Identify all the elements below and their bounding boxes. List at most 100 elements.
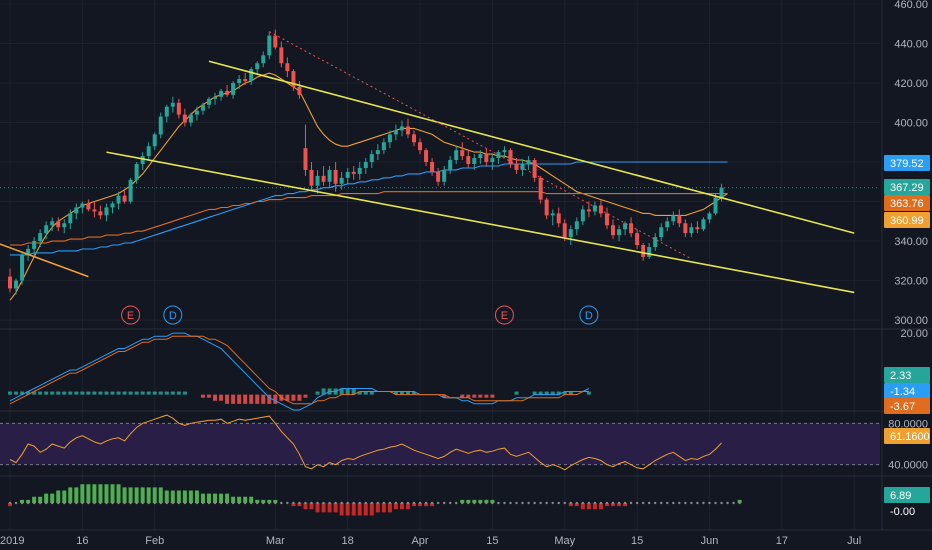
candle[interactable] [321, 165, 326, 186]
candle[interactable] [405, 118, 410, 139]
candle[interactable] [225, 84, 230, 97]
event-marker-d[interactable]: D [163, 305, 183, 325]
candle[interactable] [424, 148, 429, 166]
candle[interactable] [381, 138, 386, 155]
candle-body[interactable] [568, 229, 573, 238]
candle-body[interactable] [701, 219, 706, 230]
candle-body[interactable] [586, 209, 591, 212]
candle-body[interactable] [14, 280, 19, 289]
candle[interactable] [68, 209, 73, 230]
candle-body[interactable] [490, 158, 495, 163]
candle[interactable] [98, 205, 103, 220]
candle[interactable] [309, 162, 314, 190]
candle[interactable] [38, 229, 43, 247]
candle-body[interactable] [80, 203, 85, 208]
candle[interactable] [80, 201, 85, 214]
candle[interactable] [20, 252, 25, 285]
candle-body[interactable] [532, 160, 537, 178]
candle-body[interactable] [291, 71, 296, 87]
candle[interactable] [683, 219, 688, 238]
candle-body[interactable] [387, 134, 392, 143]
candle-body[interactable] [604, 213, 609, 226]
candle[interactable] [285, 57, 290, 78]
candle[interactable] [146, 142, 151, 161]
candle[interactable] [182, 108, 187, 127]
candle-body[interactable] [237, 79, 242, 83]
candle-body[interactable] [249, 69, 254, 82]
candle[interactable] [50, 217, 55, 232]
candle-body[interactable] [285, 63, 290, 72]
candle-body[interactable] [689, 227, 694, 234]
candle-body[interactable] [363, 162, 368, 168]
candle-body[interactable] [74, 207, 79, 214]
candle[interactable] [213, 92, 218, 105]
candle-body[interactable] [213, 96, 218, 99]
candle[interactable] [369, 150, 374, 168]
candle[interactable] [158, 112, 163, 139]
candle[interactable] [188, 112, 193, 127]
candle-body[interactable] [188, 114, 193, 123]
candle[interactable] [128, 177, 133, 204]
candle[interactable] [74, 203, 79, 220]
candle-body[interactable] [206, 98, 211, 105]
candle-body[interactable] [598, 205, 603, 214]
candle-body[interactable] [460, 150, 465, 157]
candle[interactable] [635, 229, 640, 249]
candle-body[interactable] [659, 227, 664, 238]
candle[interactable] [200, 102, 205, 115]
candle[interactable] [243, 73, 248, 85]
candle[interactable] [556, 207, 561, 228]
candle-body[interactable] [466, 156, 471, 164]
candle[interactable] [520, 160, 525, 176]
candlestick-series[interactable] [8, 29, 724, 295]
candle-body[interactable] [707, 213, 712, 220]
candle[interactable] [261, 51, 266, 68]
candle[interactable] [436, 167, 441, 186]
candle-body[interactable] [140, 156, 145, 164]
candle-body[interactable] [50, 221, 55, 226]
candle-body[interactable] [315, 175, 320, 186]
candle[interactable] [502, 146, 507, 159]
candle-body[interactable] [345, 171, 350, 178]
candle-body[interactable] [357, 167, 362, 174]
candle[interactable] [86, 199, 91, 212]
candle[interactable] [598, 199, 603, 218]
candle-body[interactable] [116, 195, 121, 204]
candle-body[interactable] [683, 223, 688, 234]
candle[interactable] [641, 243, 646, 261]
candle-body[interactable] [158, 116, 163, 135]
candle-body[interactable] [623, 223, 628, 230]
candle-body[interactable] [92, 209, 97, 212]
candle-body[interactable] [520, 164, 525, 170]
candle-body[interactable] [164, 106, 169, 117]
candle[interactable] [8, 268, 12, 293]
candle[interactable] [279, 41, 284, 68]
candle-body[interactable] [381, 142, 386, 151]
candle[interactable] [526, 156, 531, 170]
candle-body[interactable] [68, 213, 73, 224]
candle-body[interactable] [327, 169, 332, 182]
candle[interactable] [418, 138, 423, 155]
candle-body[interactable] [544, 199, 549, 216]
candle-body[interactable] [514, 164, 519, 170]
candle[interactable] [592, 201, 597, 216]
candle-body[interactable] [128, 179, 133, 202]
candle-body[interactable] [152, 134, 157, 147]
candle[interactable] [62, 219, 67, 234]
candle-body[interactable] [351, 171, 356, 174]
event-marker-e[interactable]: E [121, 305, 141, 325]
event-marker-e[interactable]: E [494, 305, 514, 325]
candle-body[interactable] [122, 195, 127, 202]
candle-body[interactable] [719, 187, 724, 198]
candle-body[interactable] [273, 35, 278, 48]
candle-body[interactable] [478, 154, 483, 159]
candle-body[interactable] [641, 245, 646, 257]
trendlines[interactable] [0, 31, 855, 294]
time-axis[interactable]: 2019 16 Feb Mar 18 Apr 15 May 15 Jun 17 Jul [0, 531, 932, 550]
candle[interactable] [586, 201, 591, 218]
candle[interactable] [327, 165, 332, 188]
candle[interactable] [460, 142, 465, 161]
candle[interactable] [345, 167, 350, 184]
candle[interactable] [237, 75, 242, 89]
candle[interactable] [363, 158, 368, 174]
